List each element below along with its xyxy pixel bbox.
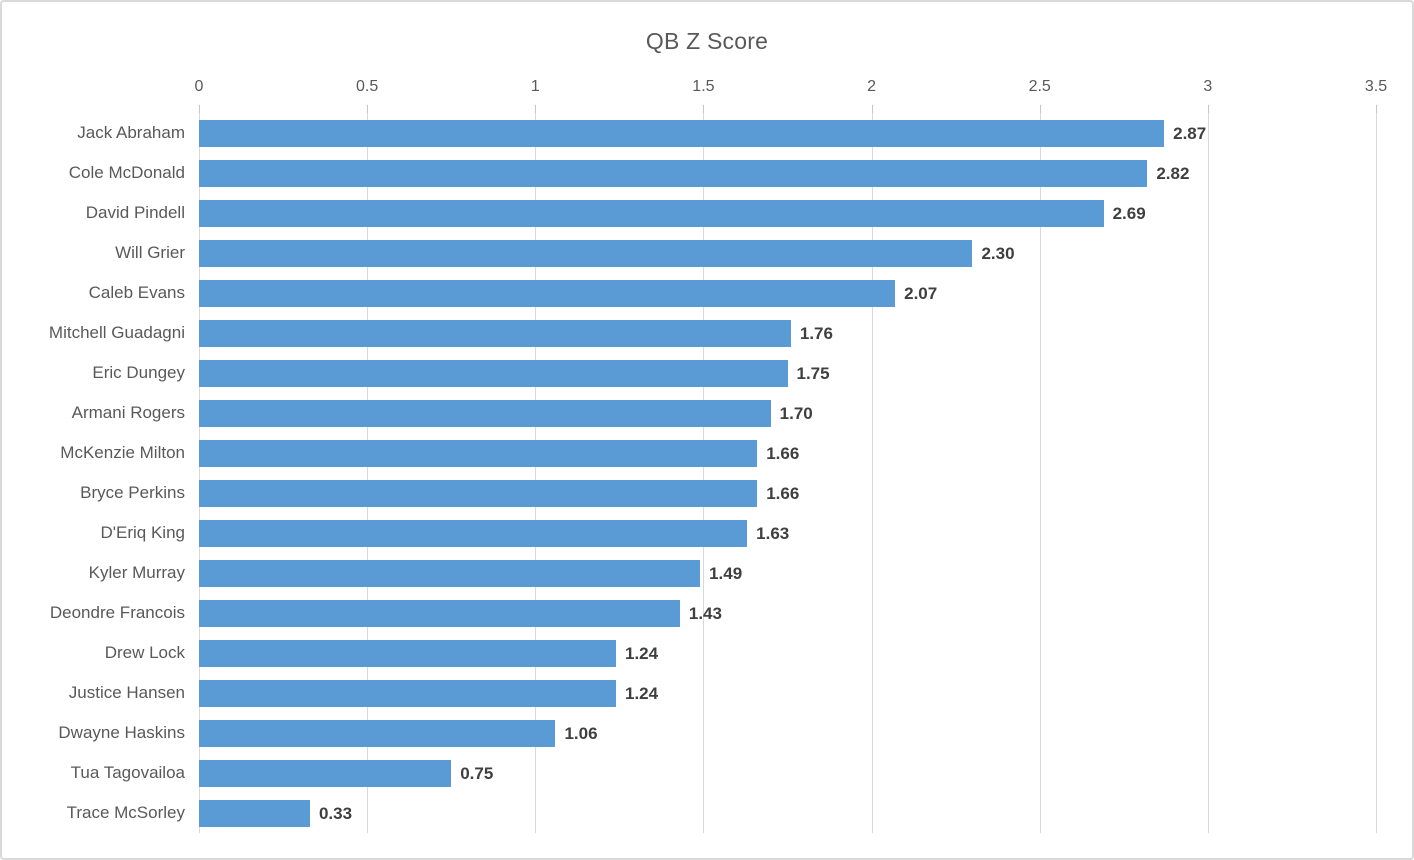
category-label: Drew Lock [104, 643, 185, 662]
bar [199, 119, 1165, 147]
bar-value-label: 2.30 [981, 243, 1015, 263]
x-tick-label: 2.5 [1028, 78, 1051, 95]
bar [199, 399, 771, 427]
bar [199, 559, 701, 587]
x-tick-label: 1.5 [692, 78, 715, 95]
x-tick-mark [1376, 105, 1377, 116]
bar [199, 639, 616, 667]
x-tick-mark [703, 105, 705, 116]
bar-value-label: 1.43 [688, 603, 722, 623]
bar [199, 199, 1104, 227]
category-label: Caleb Evans [88, 283, 185, 302]
bar-value-label: 1.75 [796, 363, 830, 383]
bar-value-label: 1.66 [766, 443, 800, 463]
category-label: McKenzie Milton [60, 443, 185, 462]
bar [199, 719, 556, 747]
bar-value-label: 2.87 [1173, 123, 1207, 143]
gridline [703, 113, 705, 833]
category-label: Dwayne Haskins [58, 723, 185, 742]
x-tick-label: 0.5 [356, 78, 379, 95]
bar [199, 599, 680, 627]
x-tick-label: 2 [867, 78, 877, 95]
bar-value-label: 2.69 [1112, 203, 1146, 223]
bar [199, 359, 788, 387]
x-tick-mark [1039, 105, 1041, 116]
bar [199, 319, 791, 347]
gridline [871, 113, 873, 833]
bar-value-label: 1.06 [564, 723, 598, 743]
x-tick-label: 0 [194, 78, 204, 95]
category-label: Deondre Francois [49, 603, 185, 622]
bar [199, 759, 452, 787]
gridline [1376, 113, 1377, 833]
gridline [1039, 113, 1041, 833]
category-label: Tua Tagovailoa [70, 763, 185, 782]
category-label: Justice Hansen [68, 683, 185, 702]
bar-value-label: 1.76 [799, 323, 833, 343]
category-label: Mitchell Guadagni [48, 323, 185, 342]
bar-value-label: 1.63 [756, 523, 790, 543]
bar [199, 439, 758, 467]
category-label: Armani Rogers [71, 403, 185, 422]
category-label: Eric Dungey [92, 363, 185, 382]
x-tick-label: 3 [1203, 78, 1213, 95]
category-label: Bryce Perkins [80, 483, 185, 502]
category-label: Will Grier [115, 243, 185, 262]
gridline [367, 113, 369, 833]
x-tick-label: 1 [530, 78, 540, 95]
bar [199, 279, 896, 307]
bar [199, 479, 758, 507]
x-tick-mark [1207, 105, 1209, 116]
bar-value-label: 0.33 [318, 803, 353, 823]
bar-value-label: 1.24 [624, 683, 659, 703]
x-tick-label: 3.5 [1364, 78, 1388, 95]
bar [199, 799, 310, 827]
bar-value-label: 1.49 [709, 563, 743, 583]
category-label: Cole McDonald [68, 163, 185, 182]
category-label: David Pindell [85, 203, 185, 222]
bar [199, 159, 1148, 187]
x-tick-mark [199, 105, 200, 116]
bar [199, 239, 973, 267]
bar-value-label: 2.82 [1156, 163, 1190, 183]
category-label: D'Eriq King [100, 523, 185, 542]
gridline [199, 113, 200, 833]
bar-value-label: 1.66 [766, 483, 800, 503]
gridline [535, 113, 537, 833]
category-label: Kyler Murray [88, 563, 185, 582]
bar-value-label: 1.70 [779, 403, 813, 423]
x-tick-mark [367, 105, 369, 116]
x-tick-mark [871, 105, 873, 116]
bar [199, 679, 616, 707]
category-label: Jack Abraham [77, 123, 185, 142]
bar [199, 519, 748, 547]
gridline [1207, 113, 1209, 833]
x-tick-mark [535, 105, 537, 116]
category-label: Trace McSorley [66, 803, 185, 822]
bar-value-label: 2.07 [904, 283, 938, 303]
chart-title: QB Z Score [645, 28, 769, 54]
bar-value-label: 1.24 [624, 643, 659, 663]
bar-value-label: 0.75 [460, 763, 494, 783]
